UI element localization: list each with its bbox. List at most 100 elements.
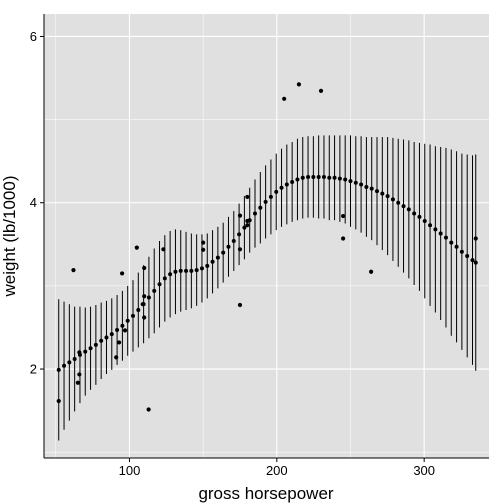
fit-point (221, 250, 226, 255)
fit-point (337, 176, 342, 181)
axis-ticks: 100 200 300 2 4 6 (30, 29, 435, 478)
fit-point (268, 194, 273, 199)
fit-point (284, 182, 289, 187)
data-point (56, 398, 61, 404)
fit-point (375, 189, 380, 194)
fit-point (215, 255, 220, 260)
x-tick-label: 200 (266, 463, 288, 478)
fit-point (385, 194, 390, 199)
fit-point (152, 288, 157, 293)
fit-point (380, 191, 385, 196)
data-point (146, 407, 151, 412)
fit-point (173, 269, 178, 274)
data-point (140, 302, 145, 307)
fit-point (131, 313, 135, 318)
fit-point (306, 174, 311, 179)
fit-point (364, 184, 369, 189)
fit-point (109, 332, 114, 337)
data-point (245, 194, 250, 200)
fit-point (290, 179, 295, 184)
fit-point (459, 249, 464, 254)
y-axis-title: weight (lb/1000) (0, 176, 19, 298)
fit-point (332, 175, 337, 180)
fit-point (125, 318, 130, 323)
fit-point (146, 295, 151, 300)
fit-point (406, 207, 411, 212)
fit-point (237, 232, 242, 237)
data-point (341, 213, 346, 219)
fit-point (83, 349, 88, 354)
data-point (237, 247, 243, 252)
grid-lines (44, 14, 489, 458)
fit-point (390, 197, 395, 202)
fit-point (253, 211, 258, 216)
fit-point (194, 268, 199, 273)
fit-point (353, 180, 358, 185)
fit-point (178, 268, 183, 273)
fit-point (199, 266, 204, 271)
fit-point (396, 200, 401, 205)
fit-point (316, 174, 321, 179)
fit-point (88, 346, 93, 351)
fit-point (412, 211, 417, 216)
fit-point (470, 258, 475, 263)
fit-point (120, 323, 125, 328)
fit-point (300, 175, 305, 180)
fit-point (443, 235, 448, 240)
fit-point (67, 360, 72, 365)
fit-point (438, 231, 443, 236)
fit-point (115, 327, 120, 332)
axes (43, 14, 489, 459)
data-point (245, 218, 250, 224)
fit-point (157, 282, 162, 287)
fit-point (295, 177, 300, 182)
fit-point (473, 260, 478, 265)
fit-point (226, 244, 231, 249)
fit-point (258, 205, 263, 210)
data-point (473, 236, 478, 241)
fit-point (205, 263, 210, 268)
x-tick-label: 100 (119, 463, 141, 478)
data-point (71, 267, 76, 273)
y-tick-label: 4 (30, 195, 37, 210)
y-tick-label: 2 (30, 362, 37, 377)
fit-point (72, 357, 77, 362)
data-points (56, 82, 478, 412)
fit-point (210, 259, 215, 264)
x-axis-title: gross horsepower (198, 484, 333, 503)
fit-point (422, 219, 427, 224)
data-point (142, 315, 147, 320)
data-point (341, 236, 346, 241)
fit-point (279, 185, 284, 190)
fit-point (62, 363, 67, 368)
fit-point (231, 238, 236, 243)
data-point (119, 271, 125, 276)
fit-point (184, 268, 189, 273)
fit-point (274, 189, 279, 194)
fit-point (189, 268, 194, 273)
data-point (117, 340, 122, 345)
fit-point (417, 214, 422, 219)
x-tick-label: 300 (413, 463, 435, 478)
fit-point (348, 179, 353, 184)
data-point (142, 265, 147, 271)
data-point (122, 328, 128, 333)
data-point (318, 88, 324, 94)
fit-point (104, 335, 109, 340)
data-point (161, 247, 166, 252)
fit-point (321, 174, 326, 179)
fit-point (454, 244, 459, 249)
fit-point (433, 227, 438, 232)
data-point (142, 294, 147, 299)
fit-point (449, 240, 454, 245)
data-point (134, 245, 139, 250)
fit-point (99, 338, 104, 343)
fit-point (168, 272, 173, 277)
fit-point (136, 308, 141, 312)
fit-point (242, 225, 247, 230)
data-point (77, 372, 82, 377)
data-point (296, 82, 302, 87)
data-point (77, 350, 82, 355)
data-point (245, 223, 250, 228)
